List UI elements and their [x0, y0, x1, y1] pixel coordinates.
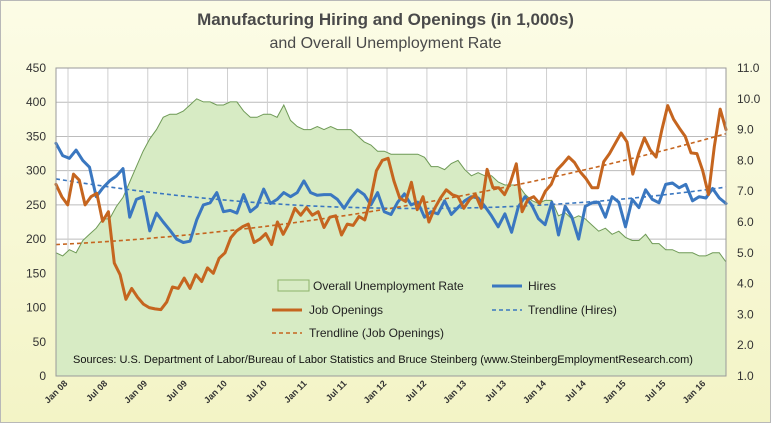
right-tick-label: 6.0 [737, 215, 754, 229]
legend-label-hires: Hires [528, 279, 556, 293]
left-tick-label: 300 [26, 164, 46, 178]
x-tick-label: Jan 10 [202, 378, 229, 405]
x-tick-label: Jul 08 [84, 378, 109, 403]
right-tick-label: 1.0 [737, 369, 754, 383]
left-tick-label: 450 [26, 61, 46, 75]
right-tick-label: 11.0 [737, 61, 760, 75]
series-unemployment-area [55, 98, 727, 377]
left-tick-label: 100 [26, 301, 46, 315]
series-layer [54, 98, 728, 377]
left-tick-label: 0 [39, 369, 46, 383]
legend: Overall Unemployment Rate Hires Job Open… [272, 279, 617, 340]
x-tick-label: Jul 14 [563, 378, 588, 403]
right-tick-label: 5.0 [737, 246, 754, 260]
series-job-openings-line [54, 104, 728, 312]
left-tick-label: 50 [33, 335, 47, 349]
right-tick-label: 2.0 [737, 338, 754, 352]
legend-label-openings: Job Openings [309, 303, 383, 317]
legend-label-trend-openings: Trendline (Job Openings) [309, 326, 444, 340]
x-tick-label: Jan 16 [681, 378, 708, 405]
right-tick-label: 4.0 [737, 277, 754, 291]
right-tick-label: 10.0 [737, 92, 761, 106]
x-tick-label: Jul 13 [483, 378, 508, 403]
x-tick-label: Jan 13 [441, 378, 468, 405]
x-tick-label: Jul 10 [244, 378, 269, 403]
x-tick-label: Jan 15 [601, 378, 628, 405]
left-tick-label: 200 [26, 232, 46, 246]
right-tick-label: 8.0 [737, 153, 754, 167]
left-tick-label: 400 [26, 95, 46, 109]
legend-label-trend-hires: Trendline (Hires) [528, 303, 617, 317]
x-tick-label: Jul 15 [642, 378, 667, 403]
left-tick-label: 250 [26, 198, 46, 212]
x-tick-label: Jan 14 [521, 378, 548, 405]
legend-label-unemployment: Overall Unemployment Rate [313, 279, 464, 293]
right-tick-label: 9.0 [737, 123, 754, 137]
right-tick-label: 7.0 [737, 184, 754, 198]
x-tick-label: Jan 08 [43, 378, 70, 405]
x-tick-label: Jul 09 [164, 378, 189, 403]
legend-swatch-unemployment [277, 279, 310, 292]
left-tick-label: 150 [26, 266, 46, 280]
x-tick-label: Jan 12 [362, 378, 389, 405]
chart-subtitle: and Overall Unemployment Rate [269, 35, 502, 52]
x-tick-label: Jul 11 [324, 378, 349, 403]
series-trend-openings [55, 132, 727, 246]
left-tick-label: 350 [26, 129, 46, 143]
source-note: Sources: U.S. Department of Labor/Bureau… [73, 354, 693, 366]
chart-title: Manufacturing Hiring and Openings (in 1,… [197, 10, 574, 29]
plot-border [55, 67, 727, 377]
x-tick-label: Jan 09 [122, 378, 149, 405]
series-hires-line [54, 141, 728, 244]
x-tick-label: Jan 11 [282, 378, 309, 405]
right-tick-label: 3.0 [737, 307, 754, 321]
x-tick-label: Jul 12 [403, 378, 428, 403]
